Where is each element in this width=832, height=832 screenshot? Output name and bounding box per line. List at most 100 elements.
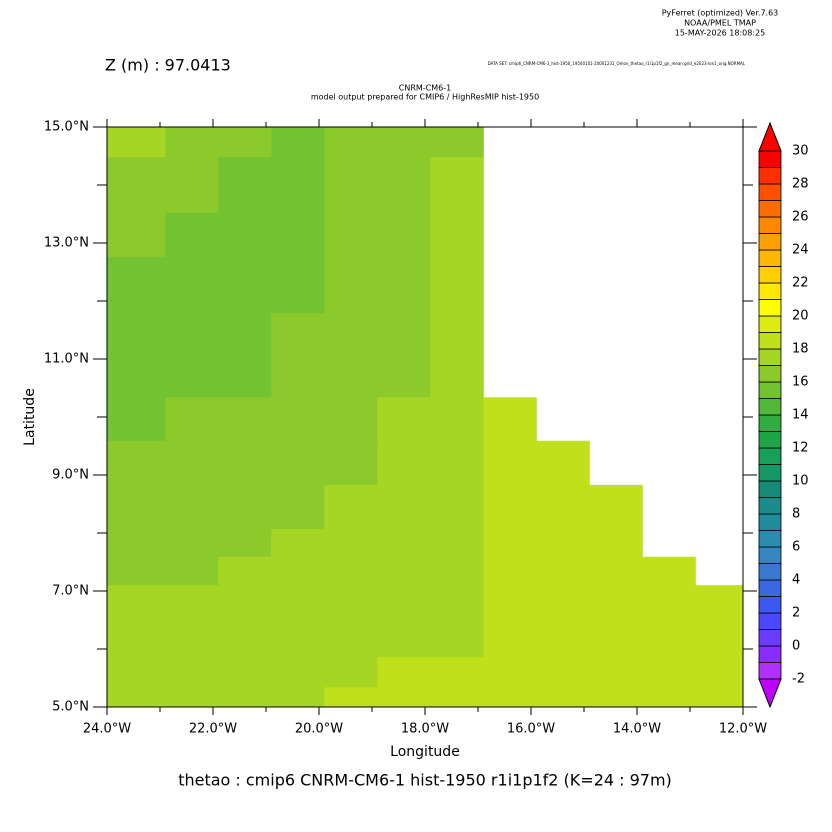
cell bbox=[165, 127, 219, 158]
colorbar-box bbox=[758, 629, 782, 647]
colorbar-box bbox=[758, 612, 782, 630]
colorbar-box bbox=[758, 167, 782, 185]
x-axis-label: Longitude bbox=[390, 744, 460, 760]
cell bbox=[271, 556, 325, 586]
cell bbox=[218, 157, 272, 214]
cell bbox=[165, 256, 219, 314]
colorbar-label: 30 bbox=[792, 144, 809, 159]
x-tick-label: 14.0°W bbox=[613, 722, 661, 737]
cell bbox=[271, 528, 325, 558]
header-line: PyFerret (optimized) Ver.7.63 bbox=[662, 9, 779, 18]
cell bbox=[218, 556, 272, 586]
colorbar-label: 20 bbox=[792, 309, 809, 324]
cell bbox=[483, 484, 537, 530]
colorbar-box bbox=[758, 381, 782, 399]
cell bbox=[324, 687, 378, 708]
colorbar-box bbox=[758, 315, 782, 333]
colorbar-box bbox=[758, 183, 782, 201]
cell bbox=[536, 484, 590, 530]
cell bbox=[271, 397, 325, 442]
cell bbox=[324, 256, 378, 314]
cell bbox=[271, 687, 325, 708]
x-tick-label: 12.0°W bbox=[719, 722, 767, 737]
cell bbox=[483, 687, 537, 708]
cell bbox=[107, 484, 166, 530]
colorbar-label: 16 bbox=[792, 375, 809, 390]
cell bbox=[271, 256, 325, 314]
cell bbox=[218, 484, 272, 530]
cell bbox=[107, 629, 166, 658]
cell bbox=[377, 629, 431, 658]
cell bbox=[377, 585, 431, 630]
cell bbox=[271, 127, 325, 158]
colorbar-label: 10 bbox=[792, 474, 809, 489]
cell bbox=[218, 313, 272, 356]
cell bbox=[218, 127, 272, 158]
cell bbox=[430, 440, 484, 486]
colorbar-box bbox=[758, 249, 782, 267]
cell bbox=[377, 397, 431, 442]
cell bbox=[536, 556, 590, 586]
colorbar-box bbox=[758, 266, 782, 284]
cell bbox=[271, 484, 325, 530]
cell bbox=[324, 212, 378, 258]
cell bbox=[483, 397, 537, 442]
cell bbox=[430, 212, 484, 258]
cell bbox=[430, 657, 484, 688]
cell bbox=[165, 657, 219, 688]
cell bbox=[107, 256, 166, 314]
cell bbox=[642, 629, 696, 658]
cell bbox=[165, 585, 219, 630]
colorbar-box bbox=[758, 150, 782, 168]
colorbar-label: 2 bbox=[792, 606, 800, 621]
cell bbox=[536, 629, 590, 658]
colorbar-box bbox=[758, 464, 782, 482]
cell bbox=[483, 657, 537, 688]
cell bbox=[589, 556, 643, 586]
cell bbox=[483, 585, 537, 630]
cell bbox=[324, 629, 378, 658]
y-axis-label: Latitude bbox=[22, 388, 38, 446]
cell bbox=[430, 256, 484, 314]
colorbar-box bbox=[758, 332, 782, 350]
colorbar-label: 22 bbox=[792, 276, 809, 291]
cell bbox=[218, 354, 272, 398]
cell bbox=[430, 157, 484, 214]
colorbar-under bbox=[758, 678, 782, 709]
y-tick-label: 11.0°N bbox=[44, 352, 89, 367]
cell bbox=[271, 657, 325, 688]
colorbar-box bbox=[758, 579, 782, 597]
colorbar-label: 8 bbox=[792, 507, 800, 522]
cell bbox=[218, 440, 272, 486]
cell bbox=[430, 127, 484, 158]
colorbar-box bbox=[758, 546, 782, 564]
x-tick-label: 24.0°W bbox=[83, 722, 131, 737]
colorbar-label: 12 bbox=[792, 441, 809, 456]
colorbar-label: 4 bbox=[792, 573, 800, 588]
cell bbox=[536, 528, 590, 558]
cell bbox=[218, 212, 272, 258]
cell bbox=[165, 528, 219, 558]
cell bbox=[218, 657, 272, 688]
header-line: 15-MAY-2026 18:08:25 bbox=[675, 29, 765, 38]
cell bbox=[107, 157, 166, 214]
y-tick-label: 7.0°N bbox=[52, 584, 89, 599]
cell bbox=[271, 157, 325, 214]
colorbar-box bbox=[758, 282, 782, 300]
cell bbox=[642, 657, 696, 688]
colorbar-box bbox=[758, 596, 782, 614]
cell bbox=[324, 313, 378, 356]
cell bbox=[324, 157, 378, 214]
cell bbox=[324, 127, 378, 158]
cell bbox=[589, 585, 643, 630]
cell bbox=[107, 313, 166, 356]
colorbar-label: 24 bbox=[792, 243, 809, 258]
cell bbox=[324, 585, 378, 630]
cell bbox=[430, 397, 484, 442]
cell bbox=[589, 528, 643, 558]
cell bbox=[483, 556, 537, 586]
colorbar-box bbox=[758, 563, 782, 581]
cell bbox=[695, 629, 744, 658]
cell bbox=[165, 484, 219, 530]
colorbar-box bbox=[758, 414, 782, 432]
